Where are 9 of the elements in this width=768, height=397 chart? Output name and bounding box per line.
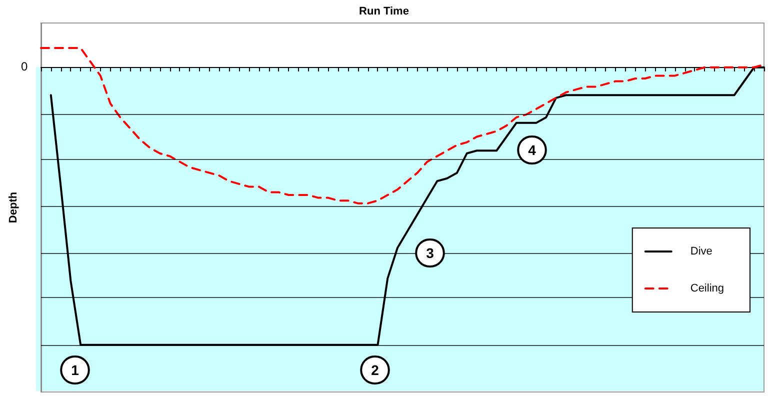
legend-label: Ceiling — [690, 282, 724, 294]
annotation: 4 — [528, 142, 536, 158]
y-axis-title: Depth — [8, 192, 20, 224]
text: 1 — [71, 362, 80, 378]
text: 0 — [21, 59, 28, 74]
chart-title: Run Time — [359, 6, 409, 18]
legend-label: Dive — [690, 246, 712, 258]
text: 2 — [371, 362, 380, 378]
annotation: 3 — [426, 245, 434, 261]
